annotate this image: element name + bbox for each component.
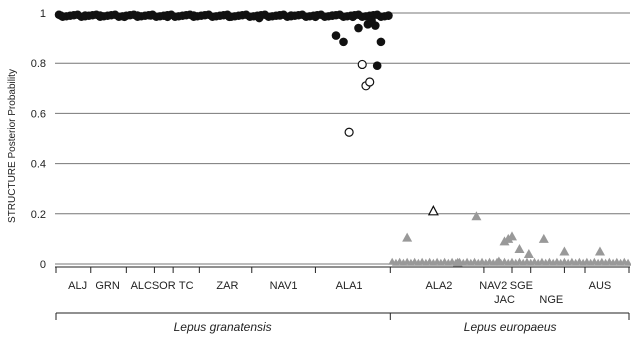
data-point	[95, 11, 105, 20]
data-point	[344, 127, 354, 137]
species-label: Lepus europaeus	[464, 320, 557, 334]
population-label: AUS	[589, 280, 612, 292]
data-point	[514, 243, 525, 253]
population-label: SOR	[152, 280, 176, 292]
data-point	[348, 12, 358, 22]
data-point	[331, 31, 341, 40]
y-tick-label: 0.4	[31, 159, 46, 171]
y-tick-label: 0	[40, 259, 46, 271]
cluster-point	[624, 258, 631, 266]
data-point	[357, 59, 367, 70]
data-point	[56, 11, 66, 20]
data-point	[452, 257, 463, 267]
data-point	[371, 21, 380, 30]
data-point	[594, 246, 605, 256]
population-label: GRN	[95, 280, 120, 292]
population-label: ALA2	[426, 280, 453, 292]
species-label: Lepus granatensis	[174, 320, 272, 334]
data-point	[275, 11, 285, 20]
y-tick-label: 1	[40, 8, 46, 20]
data-point	[254, 13, 264, 23]
data-point	[225, 12, 234, 22]
population-label: NAV1	[270, 280, 298, 292]
population-label: ALA1	[336, 280, 363, 292]
data-point	[471, 211, 482, 221]
y-tick-labels: 0 0.2 0.4 0.6 0.8 1	[31, 8, 46, 271]
data-point	[493, 256, 504, 266]
population-label: NAV2	[479, 280, 507, 292]
data-point	[523, 248, 534, 258]
data-point	[559, 246, 570, 256]
data-point	[372, 61, 382, 71]
x-axis: ALJ GRN ALC SOR TC ZAR NAV1 ALA1 ALA2 NAV2 SGE AUS J…	[55, 266, 630, 306]
population-label: ALC	[131, 280, 152, 292]
data-point	[327, 11, 337, 20]
y-tick-label: 0.2	[31, 209, 46, 221]
background-cluster	[54, 10, 631, 266]
data-point	[80, 11, 90, 20]
population-label: ALJ	[68, 280, 87, 292]
population-label: NGE	[539, 294, 563, 306]
data-point	[189, 11, 199, 20]
y-tick-label: 0.6	[31, 108, 46, 120]
population-label: ZAR	[216, 280, 238, 292]
y-axis-label: STRUCTURE Posterior Probability	[7, 69, 18, 223]
data-point	[384, 11, 393, 20]
data-points	[56, 11, 605, 267]
data-point	[146, 11, 155, 20]
data-point	[311, 12, 320, 22]
population-label: SGE	[510, 280, 533, 292]
data-point	[427, 205, 439, 216]
data-point	[538, 233, 549, 243]
data-point	[354, 23, 363, 33]
data-point	[120, 12, 129, 22]
population-label: JAC	[494, 294, 515, 306]
data-point	[163, 12, 172, 22]
data-point	[506, 231, 517, 241]
data-point	[133, 11, 142, 20]
species-bracket: Lepus granatensis Lepus europaeus	[55, 312, 630, 334]
data-point	[286, 11, 296, 20]
grid	[55, 12, 630, 265]
data-point	[365, 77, 375, 87]
y-tick-label: 0.8	[31, 58, 46, 70]
data-point	[339, 37, 348, 47]
data-point	[376, 37, 386, 47]
population-label: TC	[179, 280, 194, 292]
data-point	[402, 232, 413, 242]
